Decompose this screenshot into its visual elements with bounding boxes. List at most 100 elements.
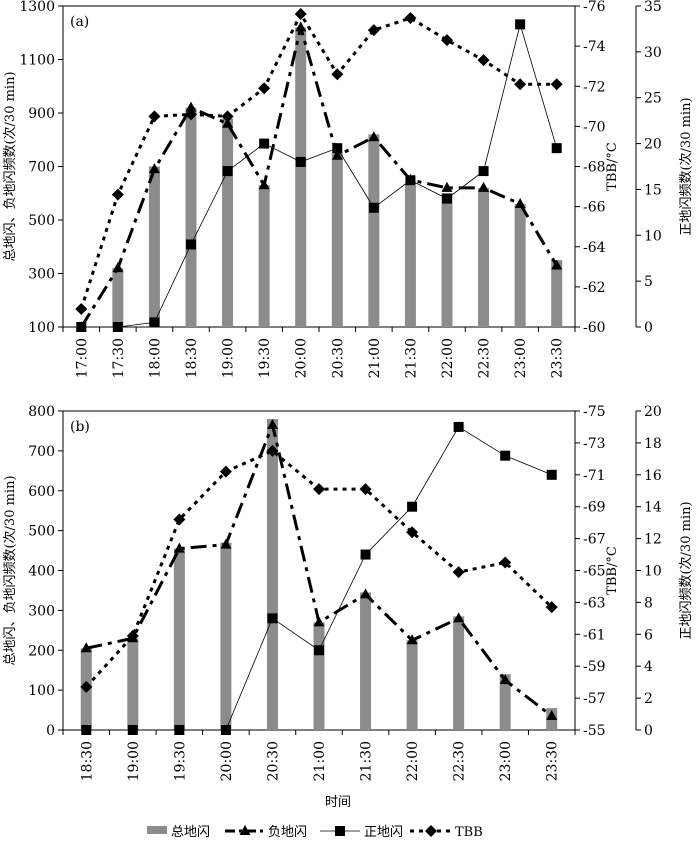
- x-tick-label: 18:00: [147, 338, 163, 378]
- x-tick-label: 21:30: [359, 741, 375, 781]
- left-tick-label: 0: [46, 723, 55, 739]
- x-tick-label: 18:30: [184, 338, 200, 378]
- bar-total-cg: [295, 27, 307, 328]
- tbb-tick-label: -64: [583, 240, 606, 256]
- marker-negative-cg: [173, 542, 185, 553]
- x-tick-label: 20:30: [265, 741, 281, 781]
- marker-positive-cg: [186, 239, 196, 250]
- marker-tbb: [75, 302, 88, 315]
- pos-tick-label: 30: [644, 45, 662, 61]
- marker-negative-cg: [453, 612, 465, 623]
- pos-tick-label: 35: [644, 0, 662, 15]
- marker-negative-cg: [441, 181, 453, 192]
- tbb-tick-label: -63: [583, 595, 606, 611]
- tbb-tick-label: -65: [583, 564, 606, 580]
- bar-total-cg: [185, 107, 197, 328]
- pos-tick-label: 6: [644, 627, 653, 643]
- marker-negative-cg: [499, 674, 511, 685]
- bar-total-cg: [478, 187, 490, 327]
- bar-total-cg: [404, 185, 416, 327]
- marker-negative-cg: [551, 259, 563, 270]
- left-tick-label: 900: [28, 106, 55, 122]
- x-axis-label: 时间: [325, 795, 351, 810]
- pos-tick-label: 5: [644, 274, 653, 290]
- x-tick-label: 22:30: [477, 338, 493, 378]
- bar-total-cg: [368, 134, 380, 327]
- marker-negative-cg: [478, 181, 490, 192]
- marker-positive-cg: [546, 469, 557, 480]
- marker-tbb: [219, 465, 232, 478]
- legend-marker-tbb: [425, 825, 437, 837]
- bar-total-cg: [453, 616, 465, 730]
- bar-total-cg: [173, 548, 185, 730]
- legend: 总地闪 负地闪 正地闪 TBB: [147, 825, 483, 840]
- x-tick-label: 20:30: [330, 338, 346, 378]
- bar-total-cg: [514, 203, 526, 327]
- plot-frame: [62, 5, 576, 328]
- marker-tbb: [221, 110, 234, 123]
- tbb-tick-label: -74: [583, 39, 606, 55]
- bar-total-cg: [406, 640, 418, 730]
- marker-positive-cg: [405, 175, 416, 186]
- tbb-tick-label: -68: [583, 160, 606, 176]
- left-tick-label: 500: [28, 524, 55, 540]
- marker-tbb: [185, 108, 197, 121]
- chart-panel-b: 0100200300400500600700800-55-57-59-61-63…: [2, 404, 694, 781]
- marker-positive-cg: [259, 138, 270, 149]
- x-tick-label: 19:30: [257, 338, 273, 378]
- marker-positive-cg: [295, 156, 306, 167]
- x-tick-label: 19:00: [221, 338, 237, 378]
- pos-tick-label: 4: [644, 659, 653, 675]
- bar-total-cg: [499, 674, 511, 730]
- tbb-axis-title: TBB/°C: [605, 546, 620, 595]
- x-tick-label: 19:30: [172, 741, 188, 781]
- marker-tbb: [359, 483, 372, 496]
- x-tick-label: 23:30: [550, 338, 566, 378]
- marker-negative-cg: [148, 163, 160, 174]
- pos-tick-label: 0: [644, 723, 653, 739]
- marker-tbb: [404, 12, 417, 25]
- left-tick-label: 600: [28, 484, 55, 500]
- bar-total-cg: [112, 268, 124, 327]
- marker-tbb: [545, 601, 558, 614]
- tbb-axis-title: TBB/°C: [605, 142, 620, 191]
- left-tick-label: 100: [28, 320, 55, 336]
- marker-positive-cg: [220, 725, 231, 735]
- tbb-tick-label: -69: [583, 500, 606, 516]
- x-tick-label: 22:00: [440, 338, 456, 378]
- marker-tbb: [477, 54, 490, 67]
- line-negative-cg: [80, 26, 559, 328]
- x-tick-label: 18:30: [79, 741, 95, 781]
- marker-negative-cg: [546, 710, 558, 721]
- marker-negative-cg: [368, 131, 380, 142]
- marker-tbb: [550, 78, 563, 91]
- tbb-tick-label: -60: [583, 320, 606, 336]
- pos-tick-label: 15: [644, 182, 662, 198]
- x-tick-label: 22:00: [405, 741, 421, 781]
- x-tick-label: 21:30: [403, 338, 419, 378]
- line-tbb: [79, 10, 557, 310]
- tbb-tick-label: -66: [583, 200, 606, 216]
- x-tick-label: 23:00: [513, 338, 529, 378]
- bar-total-cg: [360, 592, 372, 730]
- marker-tbb: [148, 110, 161, 123]
- marker-tbb: [514, 78, 527, 91]
- pos-tick-label: 8: [644, 595, 653, 611]
- chart-panel-a: 10030050070090011001300-60-62-64-66-68-7…: [2, 0, 694, 378]
- marker-positive-cg: [551, 143, 562, 154]
- bar-total-cg: [220, 542, 232, 730]
- line-positive-cg: [81, 22, 558, 328]
- marker-tbb: [452, 566, 465, 579]
- marker-positive-cg: [149, 317, 160, 328]
- left-tick-label: 1300: [19, 0, 55, 15]
- left-tick-label: 200: [28, 643, 55, 659]
- pos-tick-label: 14: [644, 500, 662, 516]
- bar-total-cg: [222, 118, 234, 327]
- left-tick-label: 300: [28, 603, 55, 619]
- tbb-tick-label: -62: [583, 280, 606, 296]
- tbb-tick-label: -59: [583, 659, 606, 675]
- left-tick-label: 700: [28, 444, 55, 460]
- tbb-tick-label: -55: [583, 723, 606, 739]
- marker-negative-cg: [258, 179, 270, 190]
